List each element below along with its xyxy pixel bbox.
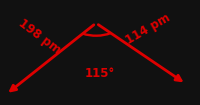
Text: 114 pm: 114 pm: [123, 11, 173, 47]
Text: 115°: 115°: [85, 67, 115, 80]
Text: 198 pm: 198 pm: [16, 17, 64, 57]
